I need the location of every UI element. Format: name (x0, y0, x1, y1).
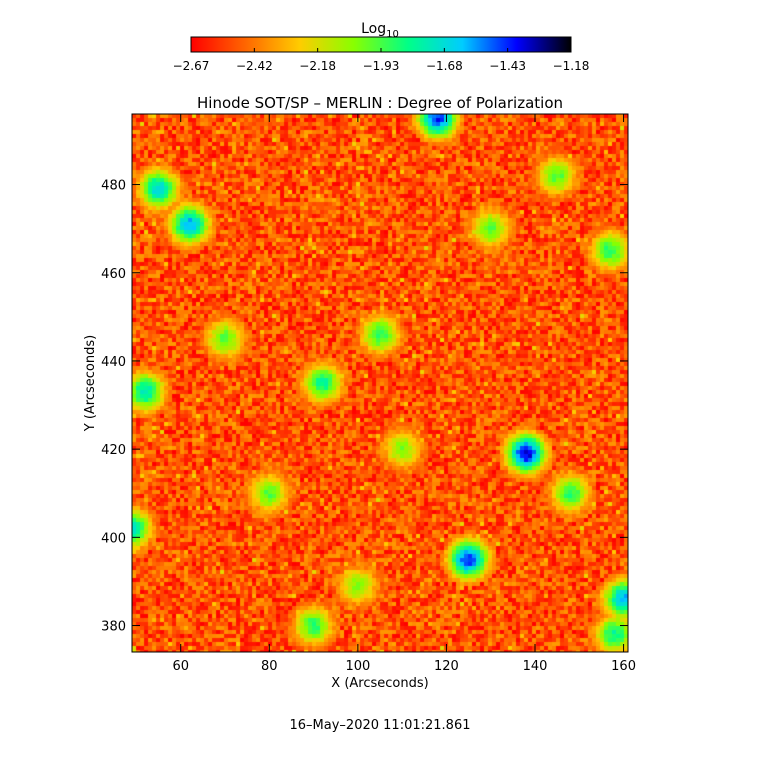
y-tick-label: 380 (101, 620, 126, 635)
y-axis: 380 400 420 440 460 480 (101, 179, 628, 635)
heatmap-raster (132, 114, 628, 652)
y-axis-label: Y (Arcseconds) (83, 335, 98, 432)
plot-frame (131, 113, 629, 653)
y-tick-label: 420 (101, 443, 126, 458)
x-tick-label: 120 (434, 659, 459, 674)
x-axis-label: X (Arcseconds) (331, 676, 428, 691)
y-tick-label: 480 (101, 179, 126, 194)
colorbar-tick-label: −2.42 (236, 59, 273, 73)
colorbar-tick-label: −2.67 (173, 59, 210, 73)
colorbar-tick-label: −1.18 (553, 59, 590, 73)
colorbar-tick-label: −1.68 (426, 59, 463, 73)
x-tick-label: 80 (261, 659, 278, 674)
colorbar-title: Log10 (361, 21, 399, 40)
timestamp: 16–May–2020 11:01:21.861 (290, 718, 471, 733)
colorbar-ticks: −2.67 −2.42 −2.18 −1.93 −1.68 −1.43 −1.18 (173, 48, 590, 73)
x-tick-label: 140 (523, 659, 548, 674)
x-axis: 60 80 100 120 140 160 (172, 114, 636, 674)
x-tick-label: 160 (611, 659, 636, 674)
colorbar-tick-label: −2.18 (299, 59, 336, 73)
y-tick-label: 400 (101, 531, 126, 546)
colorbar-tick-label: −1.93 (363, 59, 400, 73)
heatmap-image (132, 114, 628, 652)
y-tick-label: 440 (101, 355, 126, 370)
x-tick-label: 100 (345, 659, 370, 674)
y-tick-label: 460 (101, 267, 126, 282)
x-tick-label: 60 (172, 659, 189, 674)
chart-title: Hinode SOT/SP – MERLIN : Degree of Polar… (197, 94, 563, 112)
colorbar-tick-label: −1.43 (489, 59, 526, 73)
